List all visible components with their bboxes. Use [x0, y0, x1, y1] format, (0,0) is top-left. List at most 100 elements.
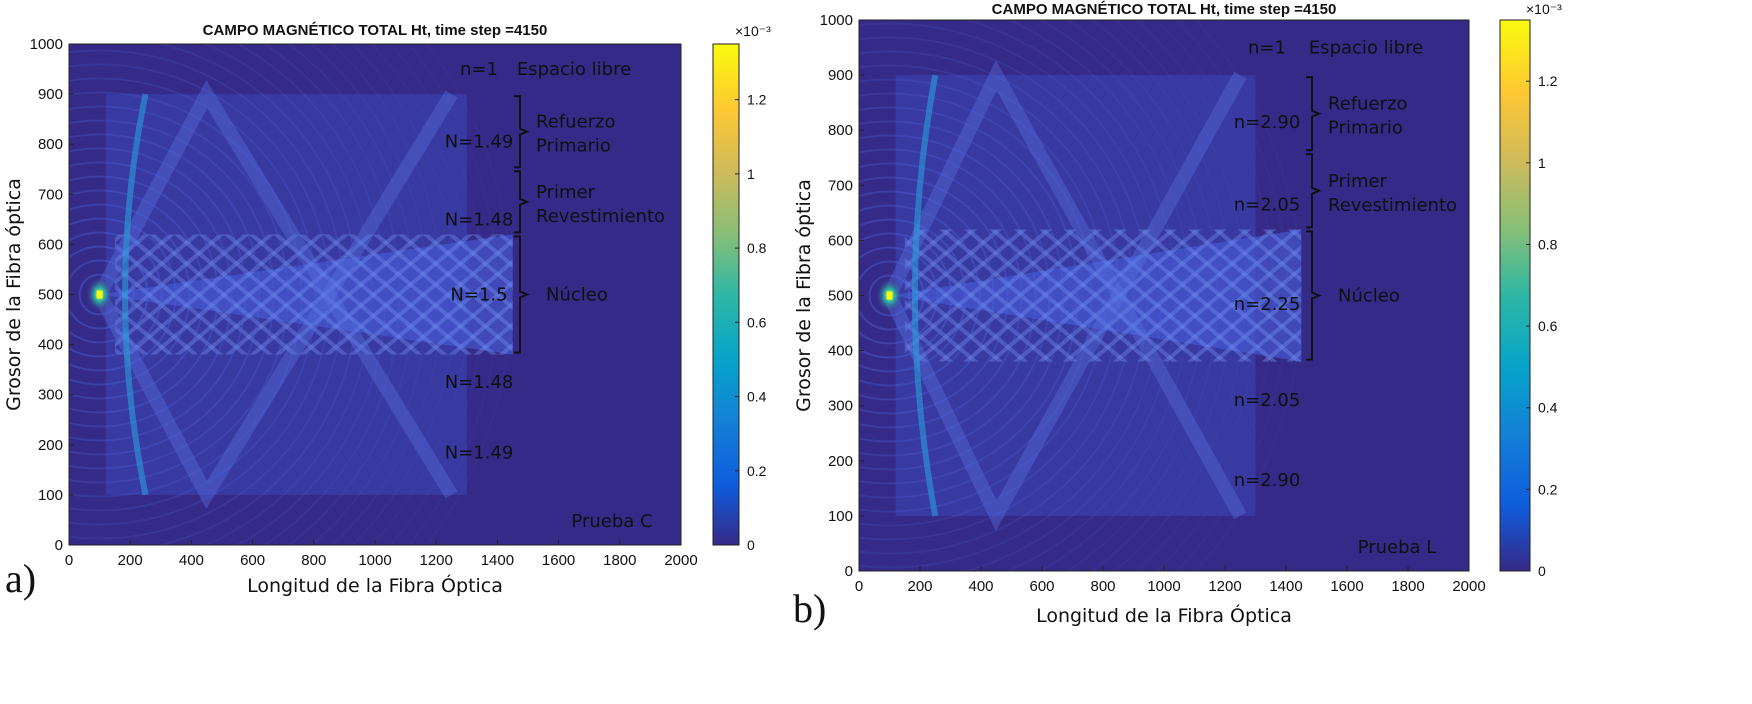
y-axis-label: Grosor de la Fibra óptica: [3, 178, 25, 411]
x-tick-label: 200: [118, 552, 143, 569]
wave-ring: [1037, 20, 1205, 571]
region-label-line: Primer: [536, 182, 596, 203]
wave-ring: [69, 105, 289, 484]
refractive-index-label: N=1.5: [450, 285, 507, 306]
y-tick-label: 300: [38, 387, 63, 404]
y-tick-label: 800: [38, 136, 63, 153]
chart-b: 0 200 400 600 800 1000 1200 1400 1600 1800 2000010…: [793, 1, 1562, 631]
field-pattern: [859, 20, 1303, 571]
wave-ring: [1194, 20, 1303, 571]
wave-ring: [69, 77, 317, 512]
wave-ring: [859, 232, 953, 359]
colorbar: [712, 43, 740, 546]
y-tick-label: 200: [828, 453, 853, 470]
region-label-line: Revestimiento: [536, 206, 665, 227]
x-tick-label: 1400: [481, 552, 514, 569]
x-tick-label: 1000: [1147, 578, 1180, 595]
y-tick-label: 800: [828, 122, 853, 139]
x-tick-label: 1600: [1330, 578, 1363, 595]
wavefront: [911, 74, 939, 517]
y-tick-label: 300: [828, 398, 853, 415]
region-label-line: Primer: [1328, 171, 1388, 192]
wave-ring: [1065, 20, 1219, 571]
wave-ring: [1113, 20, 1247, 571]
region-label: Espacio libre: [517, 59, 631, 80]
wave-ring: [859, 106, 1079, 485]
wave-ring: [1005, 20, 1191, 571]
wave-ring: [859, 120, 1065, 471]
x-tick-label: 600: [240, 552, 265, 569]
colorbar-tick-label: 0.6: [1538, 318, 1558, 334]
y-tick-label: 400: [38, 337, 63, 354]
x-tick-label: 1400: [1269, 578, 1302, 595]
source-point: [886, 291, 893, 300]
wave-ring: [69, 91, 303, 498]
y-tick-label: 600: [828, 232, 853, 249]
panel-label: b): [793, 586, 826, 631]
colorbar-tick-label: 0.4: [1538, 400, 1558, 416]
wave-ring: [425, 44, 513, 545]
y-tick-label: 0: [55, 537, 63, 554]
wave-ring: [1175, 20, 1289, 571]
wave-ring: [69, 133, 261, 456]
wave-ring: [370, 44, 471, 545]
reflection-ray: [93, 80, 458, 499]
wave-ring: [69, 217, 177, 372]
colorbar-tick-label: 0.6: [747, 314, 767, 330]
region-label: Refuerzo Primario: [1328, 94, 1407, 139]
x-tick-label: 0: [855, 578, 863, 595]
refractive-index-label: N=1.49: [445, 442, 514, 463]
wave-ring: [859, 36, 1149, 555]
colorbar-tick-label: 1: [1538, 155, 1546, 171]
y-tick-label: 700: [38, 186, 63, 203]
wave-ring: [859, 190, 995, 401]
region-label: Primer Revestimiento: [536, 182, 665, 227]
y-tick-label: 600: [38, 236, 63, 253]
wave-ring: [262, 44, 401, 545]
x-tick-label: 400: [179, 552, 204, 569]
refractive-index-label: N=1.48: [445, 209, 514, 230]
x-tick-label: 1000: [358, 552, 391, 569]
region-label-line: Primario: [536, 136, 611, 157]
y-tick-label: 700: [828, 177, 853, 194]
wave-ring: [962, 20, 1177, 571]
interference-pattern-2: [114, 234, 513, 355]
wave-ring: [309, 44, 429, 545]
wave-ring: [156, 44, 359, 545]
refractive-index-label: n=2.25: [1234, 294, 1301, 315]
region-label: Espacio libre: [1309, 38, 1423, 59]
x-tick-label: 1600: [542, 552, 575, 569]
reflection-ray: [883, 71, 1247, 532]
wave-ring: [69, 49, 345, 540]
refractive-index-label: n=2.05: [1234, 195, 1301, 216]
wave-ring: [859, 218, 967, 373]
refractive-index-label: n=1: [460, 59, 498, 80]
y-tick-label: 900: [828, 67, 853, 84]
refractive-index-label: N=1.49: [445, 132, 514, 153]
reflection-ray: [883, 59, 1247, 520]
x-tick-label: 1200: [1208, 578, 1241, 595]
wave-ring: [78, 273, 121, 316]
wave-ring: [69, 63, 331, 526]
x-tick-label: 200: [907, 578, 932, 595]
wave-ring: [859, 134, 1051, 457]
colorbar-tick-label: 0.2: [747, 463, 767, 479]
y-tick-label: 500: [828, 288, 853, 305]
refractive-index-label: n=2.90: [1234, 112, 1301, 133]
wave-ring: [69, 259, 135, 330]
wave-ring: [859, 246, 939, 345]
colorbar-exponent: ×10⁻³: [735, 23, 771, 39]
colorbar-exponent: ×10⁻³: [1526, 1, 1562, 17]
wave-ring: [69, 189, 205, 400]
wave-ring: [859, 64, 1121, 527]
wave-ring: [407, 44, 499, 545]
wave-ring: [859, 78, 1107, 513]
wavefront: [122, 93, 149, 496]
panel-label: a): [5, 556, 36, 601]
x-tick-label: 1800: [603, 552, 636, 569]
y-tick-label: 500: [38, 287, 63, 304]
region-label: Primer Revestimiento: [1328, 171, 1457, 216]
wave-ring: [330, 44, 443, 545]
test-label: Prueba L: [1358, 537, 1437, 558]
